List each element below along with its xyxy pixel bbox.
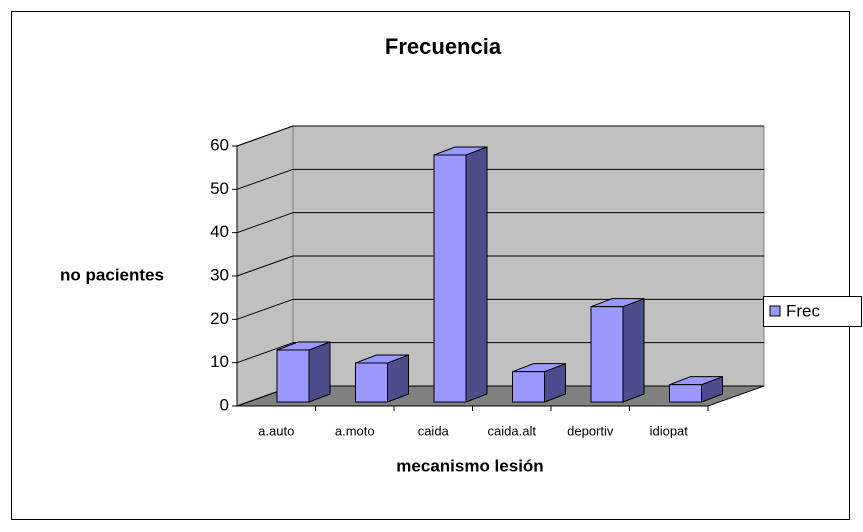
bar-side: [465, 146, 488, 403]
y-tick-label: 60: [210, 135, 229, 154]
x-axis-label: mecanismo lesión: [396, 456, 543, 475]
bar: [276, 349, 310, 403]
y-tick-label: 30: [210, 265, 229, 284]
x-tick-label: caida.alt: [488, 423, 537, 438]
bar-side: [622, 297, 645, 403]
x-tick-label: caida: [418, 423, 450, 438]
grid-line: [236, 125, 294, 147]
legend-swatch: [769, 305, 781, 317]
grid-line: [236, 255, 294, 277]
bar: [355, 362, 388, 403]
y-tick-label: 10: [210, 352, 229, 371]
x-tick-label: a.moto: [335, 423, 375, 438]
legend-label: Frec: [786, 301, 821, 320]
chart-title: Frecuencia: [385, 34, 502, 59]
y-tick-label: 20: [210, 309, 229, 328]
grid-line: [236, 298, 294, 320]
y-axis-label: no pacientes: [60, 265, 164, 284]
x-tick-label: deportiv: [567, 423, 614, 438]
x-tick-label: idiopat: [650, 423, 689, 438]
bar: [590, 306, 624, 403]
grid-line: [236, 212, 294, 234]
y-tick-label: 40: [210, 222, 229, 241]
bar: [433, 154, 467, 403]
bar-side: [308, 341, 331, 403]
grid-line: [236, 342, 294, 364]
x-tick-label: a.auto: [258, 423, 294, 438]
grid-line: [236, 168, 294, 190]
bar: [669, 384, 702, 403]
y-tick-label: 0: [220, 395, 229, 414]
bar: [512, 371, 545, 403]
y-tick-label: 50: [210, 179, 229, 198]
